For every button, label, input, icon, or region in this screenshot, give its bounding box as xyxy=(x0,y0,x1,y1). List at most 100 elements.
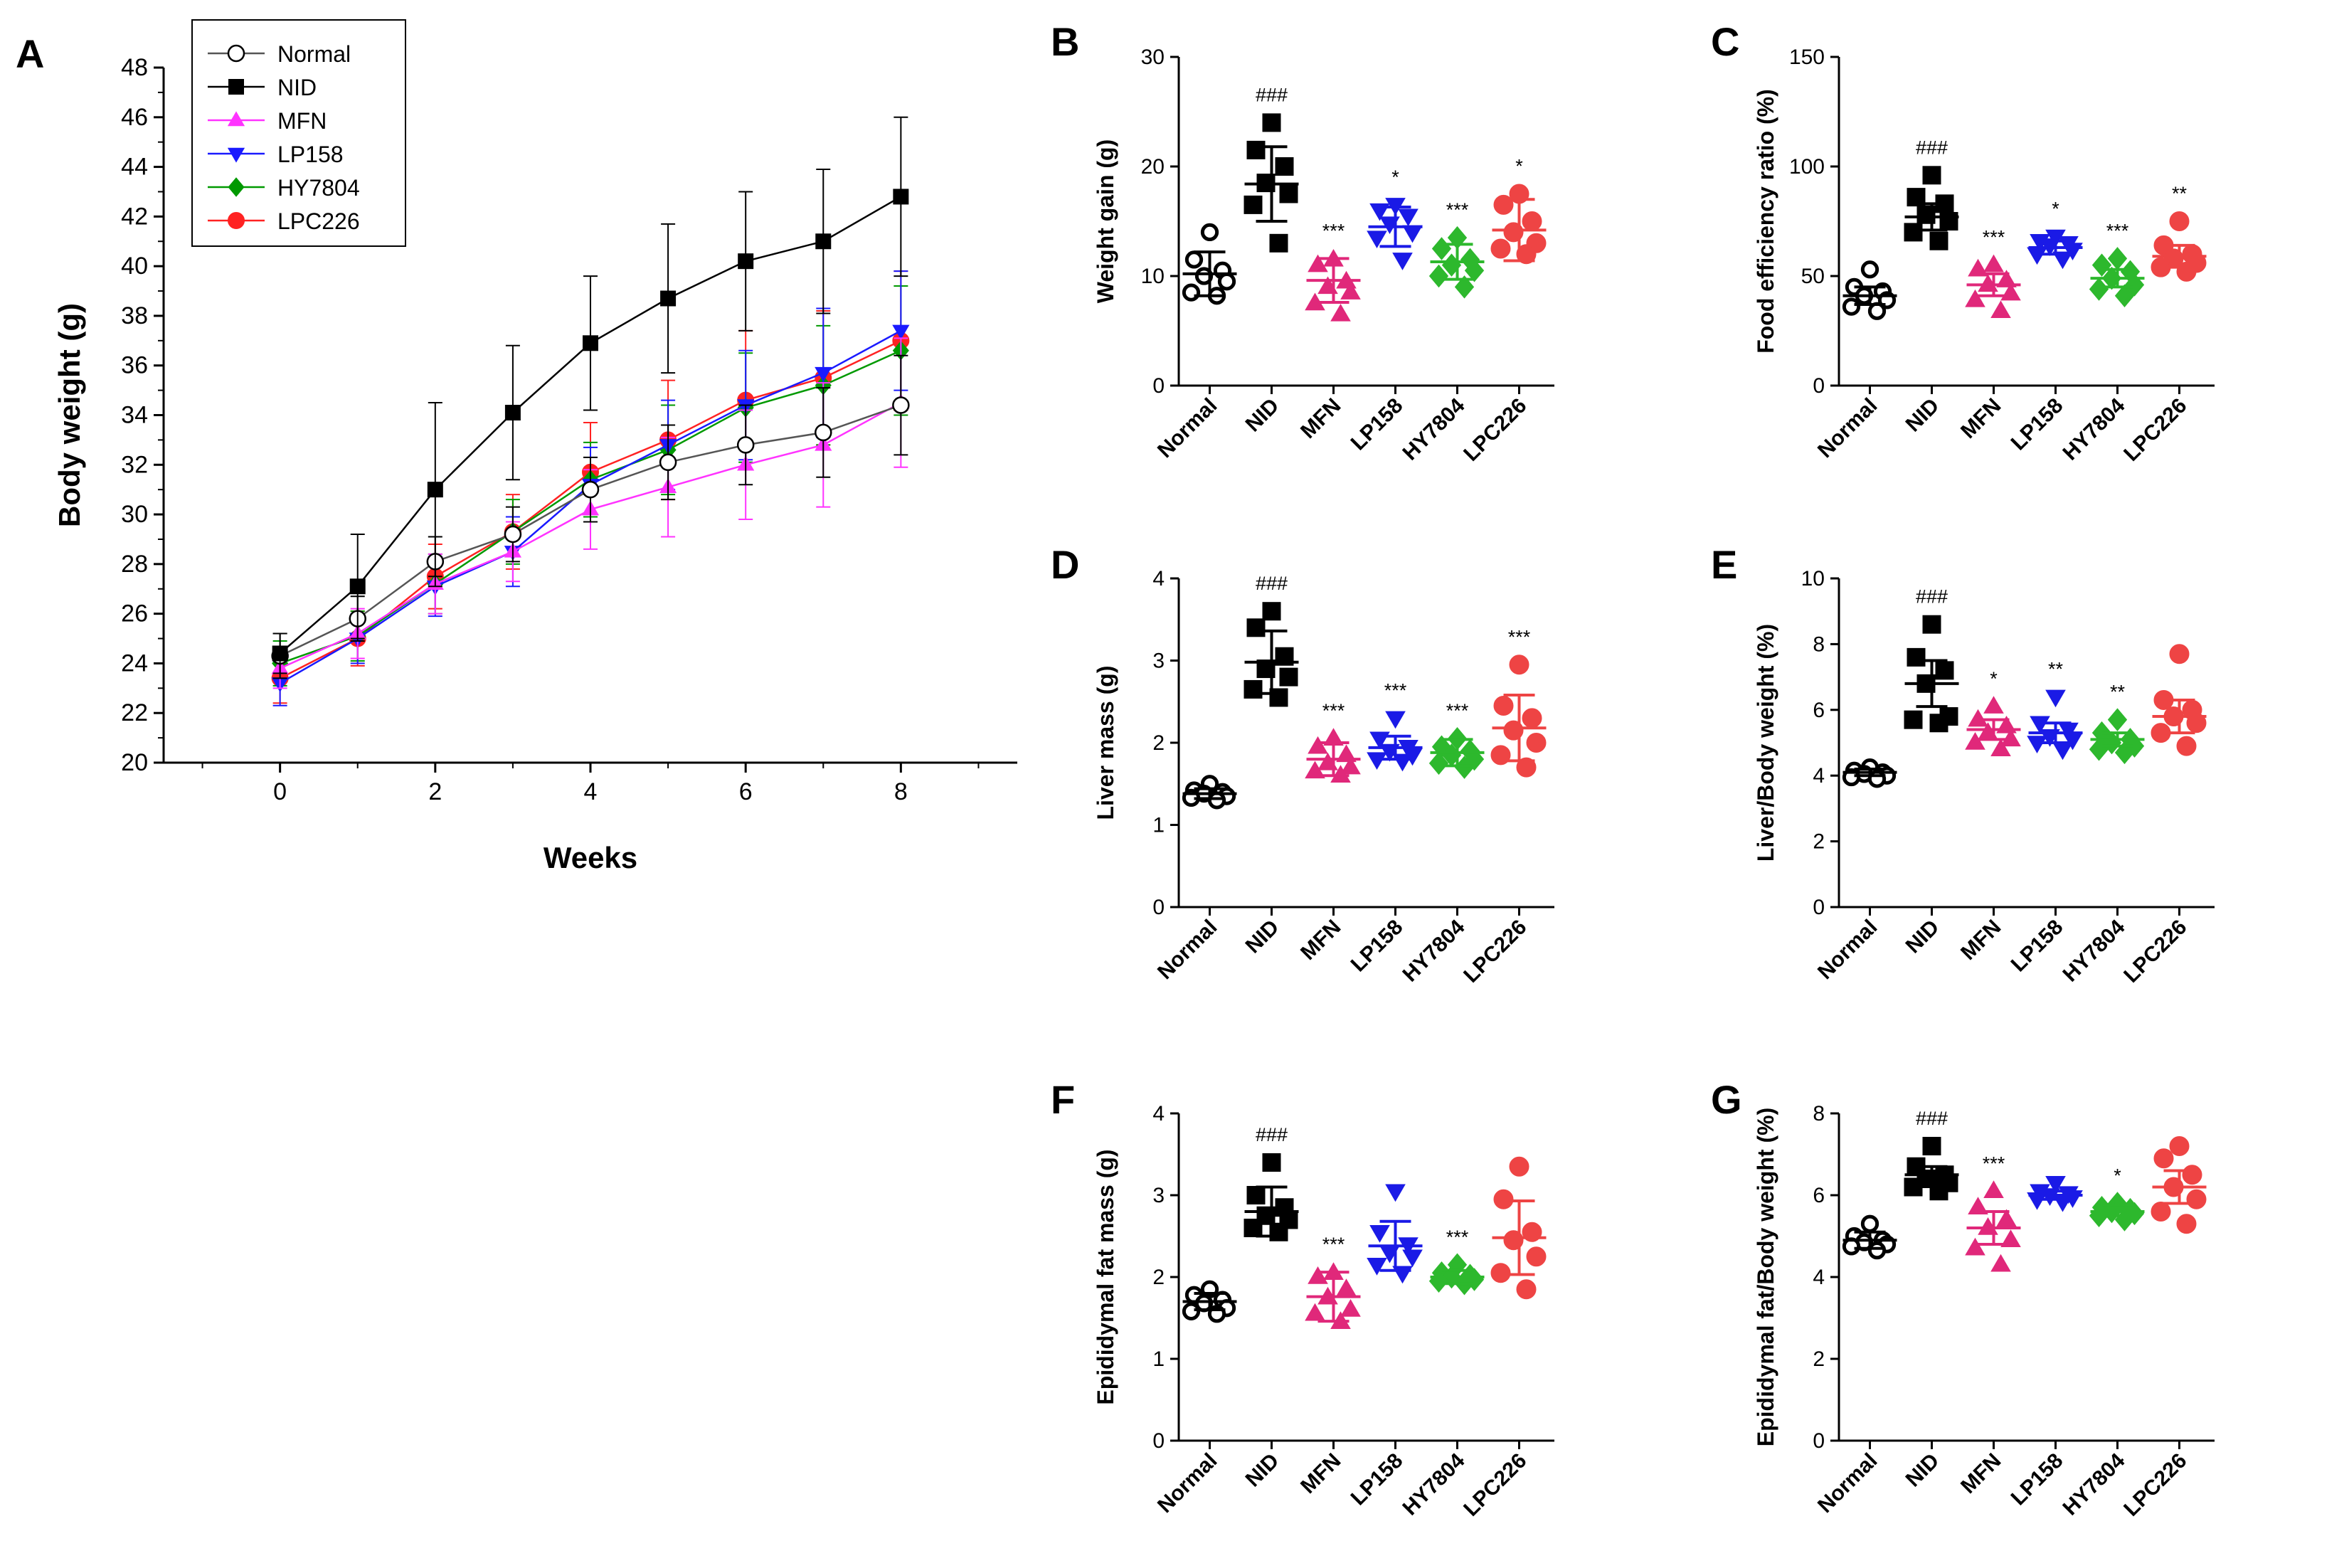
data-point xyxy=(1860,1214,1879,1233)
data-point xyxy=(1367,1258,1387,1276)
group-lp158 xyxy=(2027,1176,2083,1212)
data-point xyxy=(1939,212,1958,231)
legend-marker xyxy=(227,147,245,163)
y-axis-title: Body weight (g) xyxy=(53,303,86,527)
data-point xyxy=(1965,732,1985,750)
y-tick-label: 28 xyxy=(121,551,148,578)
legend-label: LPC226 xyxy=(277,208,360,234)
group-lpc226 xyxy=(2151,644,2207,756)
data-point xyxy=(1983,254,2004,272)
data-point xyxy=(1184,250,1204,269)
y-tick-label: 0 xyxy=(1813,374,1825,398)
category-label: HY7804 xyxy=(2058,393,2129,465)
data-point xyxy=(1217,272,1236,291)
legend-item-lpc226: LPC226 xyxy=(208,208,360,234)
data-point xyxy=(1490,1263,1511,1283)
data-point xyxy=(1454,275,1475,299)
panel-e: E 0 2 4 6 8 10 Liver/Body weight (%) Normal NID ##… xyxy=(1711,542,2215,987)
data-point xyxy=(1922,1137,1941,1155)
legend-label: MFN xyxy=(277,108,327,134)
data-point xyxy=(272,645,288,662)
data-point xyxy=(504,405,521,421)
data-point xyxy=(892,396,910,414)
category-label: MFN xyxy=(1956,394,2005,443)
data-point xyxy=(1279,667,1298,687)
group-hy7804: *** xyxy=(1428,199,1485,299)
data-point xyxy=(583,335,598,351)
significance-label: ### xyxy=(1916,1108,1948,1129)
y-tick-label: 0 xyxy=(1152,896,1165,919)
group-lp158: *** xyxy=(1367,679,1423,772)
data-point xyxy=(1935,661,1954,680)
data-point xyxy=(1509,1156,1529,1177)
significance-label: *** xyxy=(1446,1227,1469,1248)
category-label: Normal xyxy=(1813,916,1882,984)
category-label: LPC226 xyxy=(2119,394,2191,466)
category-label: LPC226 xyxy=(2119,916,2191,987)
y-tick-label: 6 xyxy=(1813,699,1825,722)
y-tick-label: 36 xyxy=(121,352,148,379)
category-label: HY7804 xyxy=(1398,915,1469,986)
data-point xyxy=(1522,211,1542,231)
data-point xyxy=(2107,247,2128,270)
y-axis-title: Liver/Body weight (%) xyxy=(1753,624,1778,862)
data-point xyxy=(1983,696,2004,714)
category-label: Normal xyxy=(1813,1449,1882,1517)
data-point xyxy=(1978,274,1998,292)
panel-letter-e: E xyxy=(1711,542,1737,587)
data-point xyxy=(1996,1209,2017,1227)
y-tick-label: 2 xyxy=(1152,731,1165,755)
data-point xyxy=(1904,223,1923,242)
data-point xyxy=(893,189,909,205)
data-point xyxy=(427,482,443,498)
category-label: HY7804 xyxy=(1398,1448,1469,1520)
data-point xyxy=(1493,1189,1514,1209)
group-normal xyxy=(1842,758,1897,788)
data-point xyxy=(660,290,677,307)
data-point xyxy=(2169,211,2190,231)
y-tick-label: 4 xyxy=(1813,764,1825,788)
panel-letter-f: F xyxy=(1051,1077,1075,1122)
legend-marker xyxy=(228,212,245,229)
category-label: HY7804 xyxy=(1398,393,1469,465)
y-tick-label: 32 xyxy=(121,451,148,478)
data-point xyxy=(2089,277,2109,301)
data-point xyxy=(2062,732,2083,751)
data-point xyxy=(1275,157,1294,176)
data-point xyxy=(1317,276,1338,295)
category-label: LP158 xyxy=(2007,394,2068,455)
group-hy7804: *** xyxy=(1428,1227,1485,1296)
data-point xyxy=(2052,742,2073,761)
data-point xyxy=(659,453,677,472)
data-point xyxy=(2176,1214,2197,1234)
category-label: NID xyxy=(1241,1449,1284,1492)
group-lp158 xyxy=(1367,1184,1423,1284)
y-tick-label: 4 xyxy=(1152,567,1165,590)
category-label: NID xyxy=(1902,1449,1944,1492)
legend-item-hy7804: HY7804 xyxy=(208,175,360,201)
data-point xyxy=(1522,708,1542,729)
y-axis-title: Weight gain (g) xyxy=(1093,139,1118,303)
y-tick-label: 3 xyxy=(1152,1184,1165,1207)
data-point xyxy=(1308,254,1328,272)
category-label: NID xyxy=(1241,394,1284,437)
category-label: Normal xyxy=(1153,916,1221,984)
y-tick-label: 3 xyxy=(1152,650,1165,673)
category-label: MFN xyxy=(1296,916,1345,965)
data-point xyxy=(1402,225,1423,243)
panel-g: G 0 2 4 6 8 Epididymal fat/Body weight (%) Norm… xyxy=(1711,1077,2215,1521)
category-label: HY7804 xyxy=(2058,1448,2129,1520)
y-tick-label: 0 xyxy=(1813,896,1825,919)
significance-label: *** xyxy=(1322,220,1345,241)
data-point xyxy=(1402,1249,1423,1268)
data-point xyxy=(1867,770,1887,788)
group-lpc226 xyxy=(1490,1156,1547,1300)
y-tick-label: 2 xyxy=(1813,830,1825,854)
data-point xyxy=(1516,244,1537,265)
data-point xyxy=(1867,302,1887,320)
data-point xyxy=(2030,716,2050,734)
data-point xyxy=(2045,1176,2066,1194)
data-point xyxy=(1305,1303,1325,1321)
group-normal xyxy=(1182,775,1237,810)
y-tick-label: 26 xyxy=(121,600,148,627)
